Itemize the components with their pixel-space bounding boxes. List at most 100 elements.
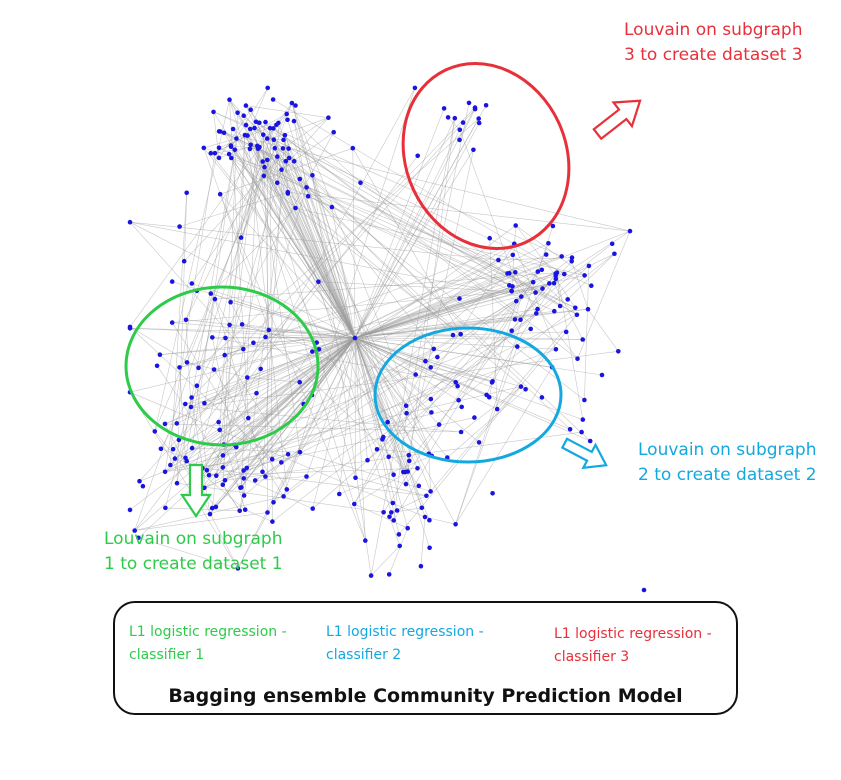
- graph-node: [389, 510, 394, 515]
- graph-node: [260, 469, 265, 475]
- graph-node: [281, 137, 286, 143]
- graph-edge: [183, 148, 289, 262]
- graph-node: [291, 159, 297, 164]
- graph-nodes: [127, 85, 647, 593]
- graph-node: [223, 335, 228, 341]
- graph-node: [512, 317, 518, 322]
- graph-node: [585, 306, 591, 312]
- graph-node: [494, 406, 500, 412]
- graph-node: [565, 297, 570, 302]
- subgraph-2-annotation: Louvain on subgraph 2 to create dataset …: [638, 440, 817, 485]
- graph-node: [533, 290, 538, 295]
- graph-node: [220, 482, 226, 488]
- graph-edge: [273, 139, 571, 430]
- graph-node: [641, 587, 647, 593]
- graph-node: [152, 429, 158, 434]
- graph-node: [257, 144, 262, 150]
- graph-node: [304, 185, 309, 190]
- graph-edge: [354, 337, 394, 475]
- graph-edge: [192, 296, 522, 496]
- graph-node: [569, 255, 575, 260]
- graph-edge: [265, 336, 408, 472]
- graph-edge: [354, 337, 448, 458]
- graph-edge: [354, 337, 522, 387]
- graph-node: [246, 415, 251, 421]
- graph-node: [284, 487, 290, 492]
- graph-edge: [210, 207, 296, 294]
- graph-edge: [389, 516, 400, 546]
- graph-node: [127, 507, 133, 513]
- graph-edge: [212, 337, 356, 339]
- graph-node: [413, 372, 419, 377]
- graph-node: [563, 329, 569, 335]
- graph-edge: [459, 129, 522, 297]
- classifier-1-label: L1 logistic regression - classifier 1: [129, 624, 287, 663]
- graph-node: [220, 465, 226, 470]
- graph-node: [248, 107, 253, 112]
- graph-node: [265, 85, 271, 91]
- graph-node: [208, 150, 214, 156]
- graph-node: [217, 191, 223, 197]
- graph-edge: [204, 146, 260, 404]
- graph-edge: [195, 466, 427, 497]
- graph-edge: [291, 102, 404, 473]
- graph-node: [220, 453, 226, 458]
- graph-edge: [420, 516, 426, 567]
- graph-edge: [430, 257, 573, 368]
- graph-edge: [556, 272, 584, 420]
- graph-node: [405, 525, 411, 531]
- graph-edge: [219, 337, 356, 431]
- graph-edge: [293, 121, 426, 518]
- graph-node: [415, 466, 420, 471]
- graph-node: [352, 335, 358, 341]
- graph-edge: [354, 337, 440, 425]
- graph-node: [184, 458, 189, 464]
- graph-node: [235, 110, 240, 115]
- graph-node: [534, 311, 539, 316]
- graph-node: [490, 491, 495, 496]
- graph-node: [217, 427, 222, 433]
- graph-node: [579, 429, 584, 435]
- graph-edge: [268, 329, 356, 339]
- graph-node: [424, 493, 429, 499]
- graph-node: [412, 85, 418, 91]
- graph-node: [241, 468, 246, 473]
- graph-edge: [354, 254, 547, 339]
- graph-edge: [224, 243, 515, 356]
- graph-node: [589, 283, 594, 289]
- graph-node: [331, 129, 337, 135]
- graph-node: [162, 469, 168, 475]
- graph-edge: [354, 337, 583, 420]
- graph-node: [390, 500, 396, 506]
- graph-node: [237, 508, 242, 514]
- graph-edge: [185, 299, 216, 458]
- graph-node: [136, 535, 141, 541]
- graph-edge: [409, 273, 556, 462]
- graph-edge: [129, 337, 356, 393]
- graph-node: [381, 510, 386, 515]
- graph-node: [162, 421, 168, 427]
- graph-node: [489, 380, 495, 385]
- graph-node: [535, 269, 541, 274]
- graph-node: [169, 279, 175, 284]
- graph-node: [243, 103, 249, 108]
- graph-node: [247, 126, 253, 132]
- arrow-subgraph-2-icon: [560, 437, 608, 470]
- graph-edge: [295, 207, 585, 276]
- graph-edge: [509, 273, 578, 359]
- graph-node: [285, 117, 290, 123]
- graph-edge: [194, 169, 282, 468]
- graph-edge: [514, 243, 613, 320]
- graph-node: [472, 105, 478, 110]
- graph-edge: [179, 275, 585, 368]
- graph-edge: [259, 122, 295, 162]
- graph-node: [406, 452, 412, 458]
- graph-edge: [489, 238, 498, 410]
- graph-node: [476, 120, 482, 126]
- graph-edge: [172, 337, 356, 450]
- graph-edge: [331, 207, 356, 339]
- graph-node: [270, 97, 276, 102]
- graph-edge: [355, 477, 427, 497]
- graph-edge: [584, 265, 590, 401]
- graph-edge: [159, 308, 589, 355]
